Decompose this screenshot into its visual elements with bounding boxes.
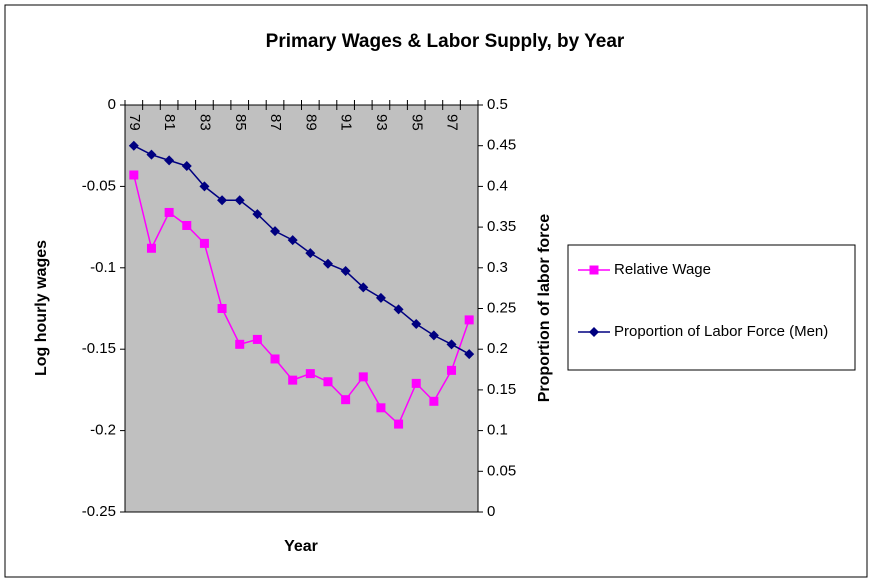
y-tick-label: -0.25: [82, 503, 116, 520]
legend-marker: [589, 327, 599, 337]
y2-tick-label: 0.2: [487, 340, 508, 357]
series-line: [133, 145, 470, 355]
y2-tick-label: 0.25: [487, 299, 516, 316]
y2-tick-label: 0.3: [487, 259, 508, 276]
y2-tick-label: 0.15: [487, 381, 516, 398]
data-point: [394, 419, 404, 429]
chart-title: Primary Wages & Labor Supply, by Year: [266, 31, 625, 52]
data-point: [234, 195, 245, 206]
data-point: [181, 161, 192, 172]
data-point: [128, 140, 139, 151]
legend-label: Relative Wage: [614, 261, 711, 278]
x-tick-label: 87: [267, 114, 284, 131]
data-point: [235, 339, 245, 349]
x-tick-label: 89: [302, 114, 319, 131]
legend-box: [567, 244, 856, 371]
data-point: [270, 226, 281, 237]
data-point: [358, 372, 368, 382]
y2-tick-label: 0.35: [487, 218, 516, 235]
plot-area: [124, 104, 479, 513]
y-tick-label: -0.1: [90, 259, 116, 276]
data-point: [358, 282, 369, 293]
data-point: [199, 181, 210, 192]
data-point: [199, 238, 209, 248]
y2-tick-label: 0.45: [487, 137, 516, 154]
data-point: [252, 334, 262, 344]
data-point: [447, 365, 457, 375]
data-point: [305, 369, 315, 379]
data-point: [252, 209, 263, 220]
x-tick-label: 93: [373, 114, 390, 131]
data-point: [217, 195, 228, 206]
data-point: [375, 292, 386, 303]
data-point: [411, 318, 422, 329]
y2-tick-label: 0: [487, 503, 495, 520]
data-point: [323, 377, 333, 387]
x-tick-label: 91: [338, 114, 355, 131]
y2-tick-label: 0.05: [487, 462, 516, 479]
data-point: [464, 315, 474, 325]
data-point: [341, 395, 351, 405]
data-point: [428, 330, 439, 341]
data-point: [164, 207, 174, 217]
y2-tick-label: 0.1: [487, 422, 508, 439]
data-point: [446, 339, 457, 350]
data-point: [393, 304, 404, 315]
data-point: [411, 378, 421, 388]
data-point: [287, 235, 298, 246]
y-axis-label: Log hourly wages: [33, 240, 50, 376]
y2-tick-label: 0.5: [487, 96, 508, 113]
y-tick-label: -0.2: [90, 422, 116, 439]
data-point: [376, 403, 386, 413]
y-tick-label: 0: [108, 96, 116, 113]
data-point: [305, 248, 316, 259]
data-point: [182, 220, 192, 230]
data-point: [164, 155, 175, 166]
data-point: [288, 375, 298, 385]
x-tick-label: 85: [232, 114, 249, 131]
legend-marker: [589, 265, 599, 275]
data-point: [146, 149, 157, 160]
data-point: [270, 354, 280, 364]
x-tick-label: 79: [126, 114, 143, 131]
x-tick-label: 81: [161, 114, 178, 131]
data-point: [429, 396, 439, 406]
legend-label: Proportion of Labor Force (Men): [614, 323, 828, 340]
data-point: [217, 304, 227, 313]
data-point: [464, 349, 475, 360]
x-tick-label: 95: [408, 114, 425, 131]
x-axis-label: Year: [284, 538, 318, 555]
y2-tick-label: 0.4: [487, 177, 508, 194]
y-tick-label: -0.05: [82, 177, 116, 194]
data-point: [129, 170, 139, 180]
x-tick-label: 97: [444, 114, 461, 131]
data-point: [340, 266, 351, 277]
data-point: [322, 258, 333, 269]
x-tick-label: 83: [196, 114, 213, 131]
y-tick-label: -0.15: [82, 340, 116, 357]
y2-axis-label: Proportion of labor force: [536, 214, 553, 403]
data-point: [146, 243, 156, 253]
